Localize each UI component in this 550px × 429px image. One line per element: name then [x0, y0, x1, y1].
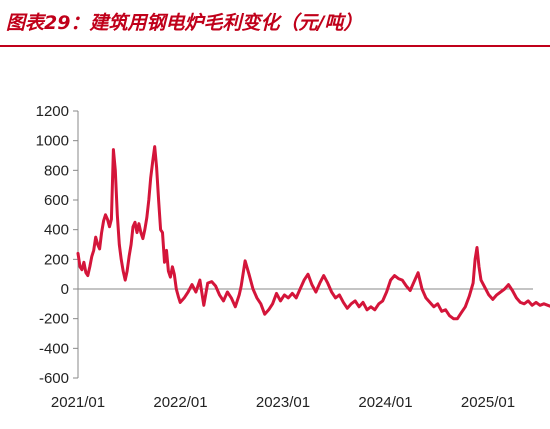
x-tick-label: 2021/01	[51, 394, 105, 411]
x-tick-label: 2024/01	[358, 394, 412, 411]
y-axis: 1200 1000 800 600 400 200 0 -200 -400 -600	[36, 103, 79, 387]
y-tick-label: 600	[44, 192, 69, 209]
x-tick-label: 2025/01	[461, 394, 515, 411]
y-tick-label: 200	[44, 251, 69, 268]
y-tick-label: -600	[39, 370, 69, 387]
x-axis: 2021/01 2022/01 2023/01 2024/01 2025/01	[51, 288, 533, 411]
x-tick-label: 2023/01	[256, 394, 310, 411]
y-tick-label: 400	[44, 222, 69, 239]
y-tick-label: 800	[44, 162, 69, 179]
chart-title: 图表29：建筑用钢电炉毛利变化（元/吨）	[6, 12, 363, 34]
series-line-0	[76, 145, 550, 321]
y-tick-label: -200	[39, 311, 69, 328]
title-rule	[0, 45, 550, 47]
y-tick-label: 1000	[36, 133, 69, 150]
y-tick-label: -400	[39, 340, 69, 357]
y-tick-label: 1200	[36, 103, 69, 120]
y-tick-label: 0	[61, 281, 69, 298]
x-tick-label: 2022/01	[153, 394, 207, 411]
plot-area	[76, 145, 550, 321]
